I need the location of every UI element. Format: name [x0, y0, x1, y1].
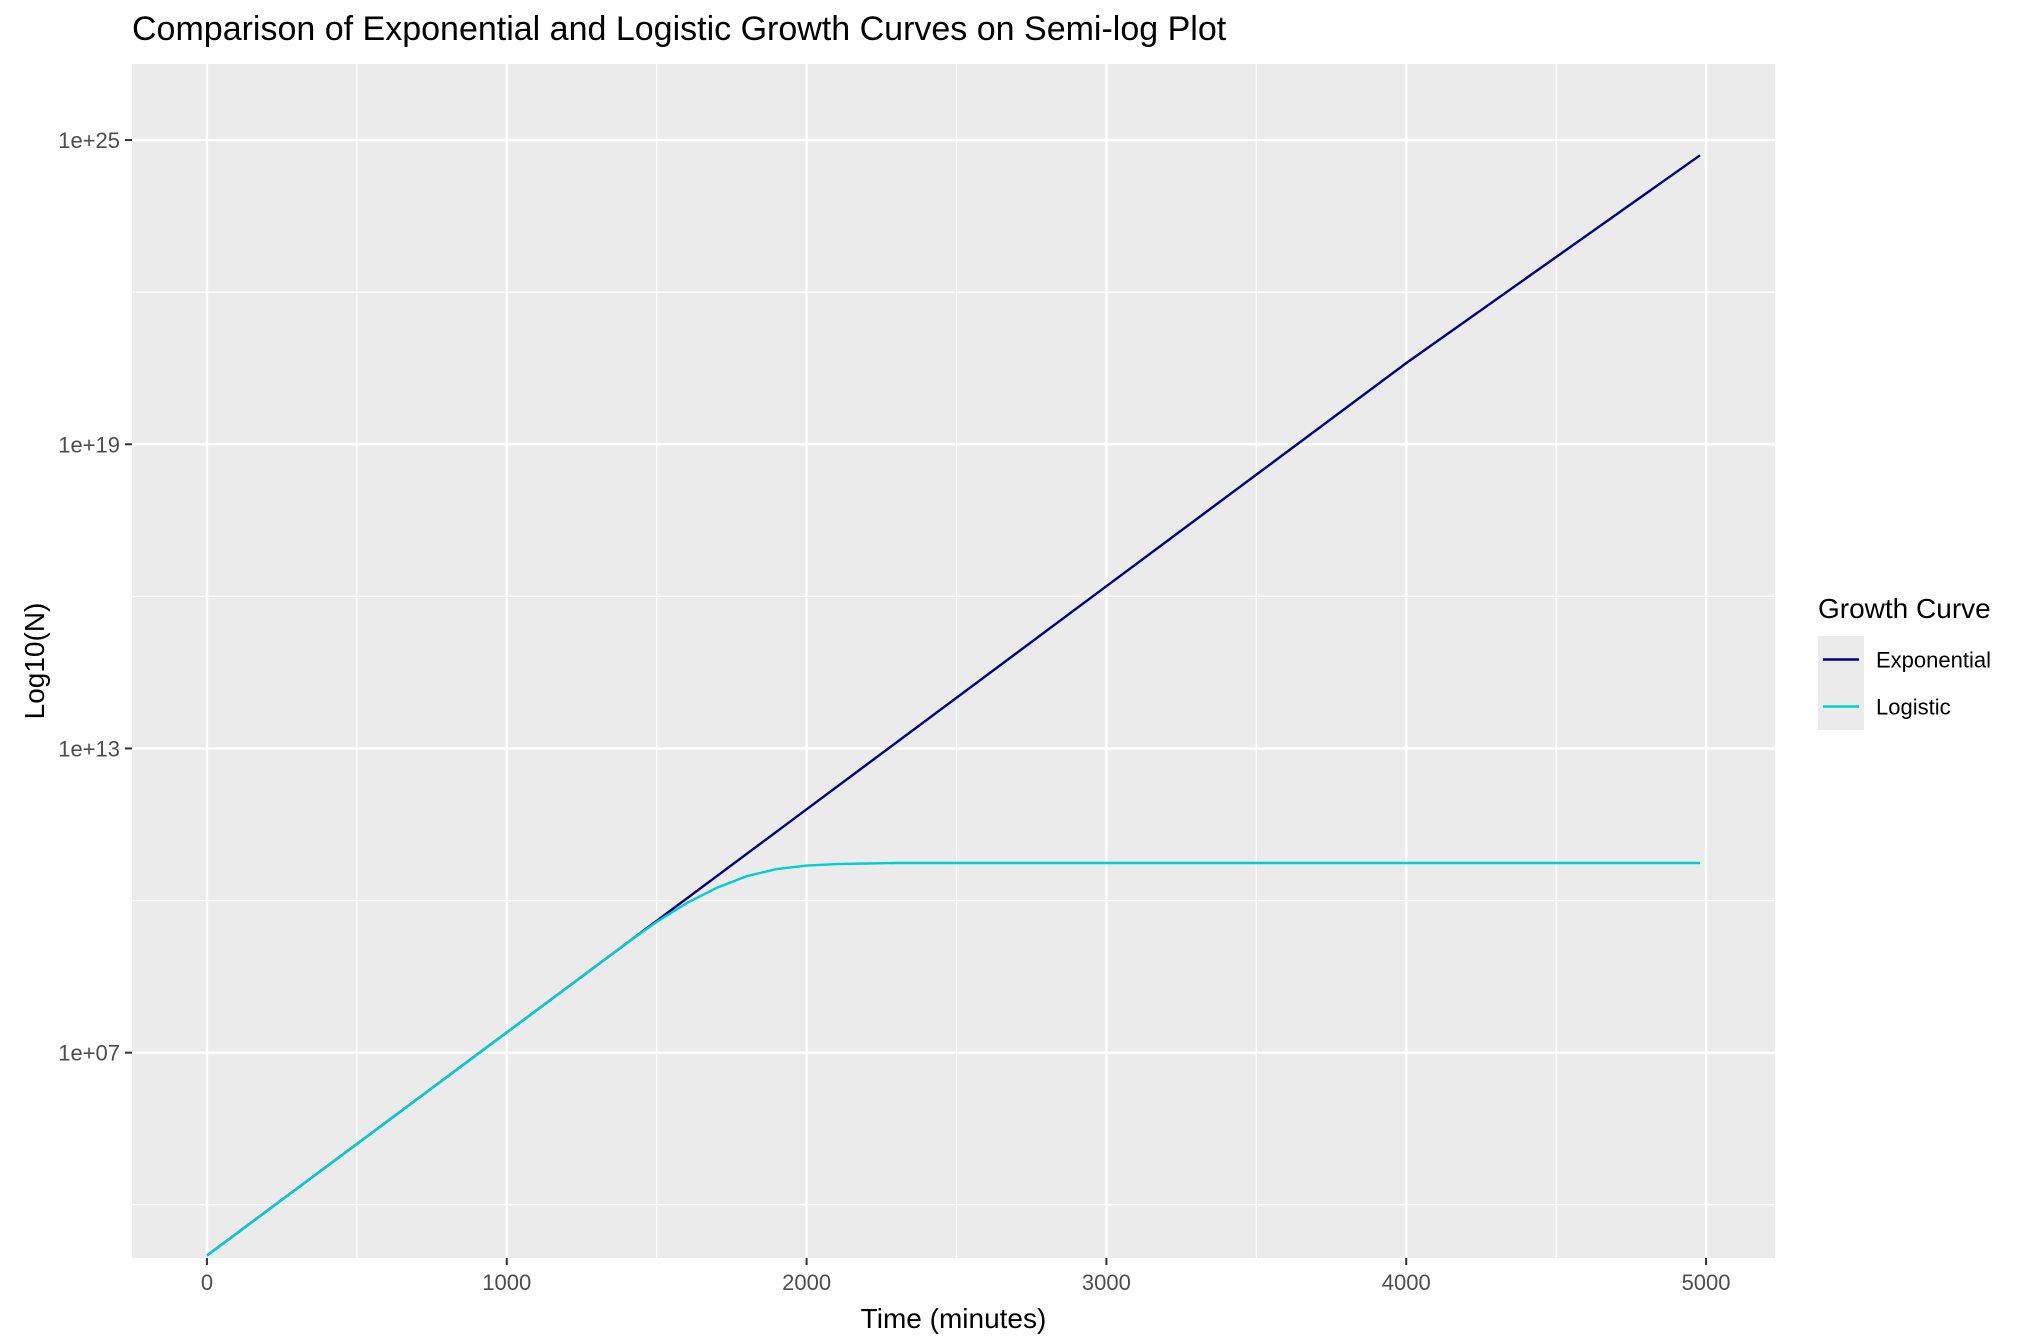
legend-title: Growth Curve	[1818, 593, 1991, 624]
legend-items: Exponential Logistic	[1818, 636, 1991, 730]
x-tick-label: 3000	[1082, 1270, 1131, 1295]
x-tick-label: 2000	[782, 1270, 831, 1295]
legend-label-logistic: Logistic	[1876, 695, 1951, 720]
y-tick-label: 1e+13	[58, 736, 120, 761]
chart-title: Comparison of Exponential and Logistic G…	[132, 10, 1227, 48]
y-tick-label: 1e+19	[58, 432, 120, 457]
minor-gridlines	[132, 64, 1775, 1258]
plot-panel	[132, 64, 1775, 1258]
series-line-logistic	[206, 861, 1700, 1257]
x-tick-label: 0	[201, 1270, 213, 1295]
series-layer	[206, 154, 1701, 1257]
x-tick-label: 4000	[1382, 1270, 1431, 1295]
major-gridlines	[132, 64, 1775, 1258]
y-tick-label: 1e+07	[58, 1041, 120, 1066]
legend-label-exponential: Exponential	[1876, 648, 1991, 673]
x-axis: 0 1000 2000 3000 4000 5000	[201, 1258, 1731, 1295]
x-tick-label: 1000	[482, 1270, 531, 1295]
y-tick-label: 1e+25	[58, 128, 120, 153]
legend: Growth Curve Exponential Logistic	[1818, 593, 1991, 730]
y-axis-title: Log10(N)	[19, 603, 50, 720]
x-axis-title: Time (minutes)	[861, 1303, 1047, 1334]
x-tick-label: 5000	[1682, 1270, 1731, 1295]
y-axis: 1e+07 1e+13 1e+19 1e+25	[58, 128, 132, 1066]
